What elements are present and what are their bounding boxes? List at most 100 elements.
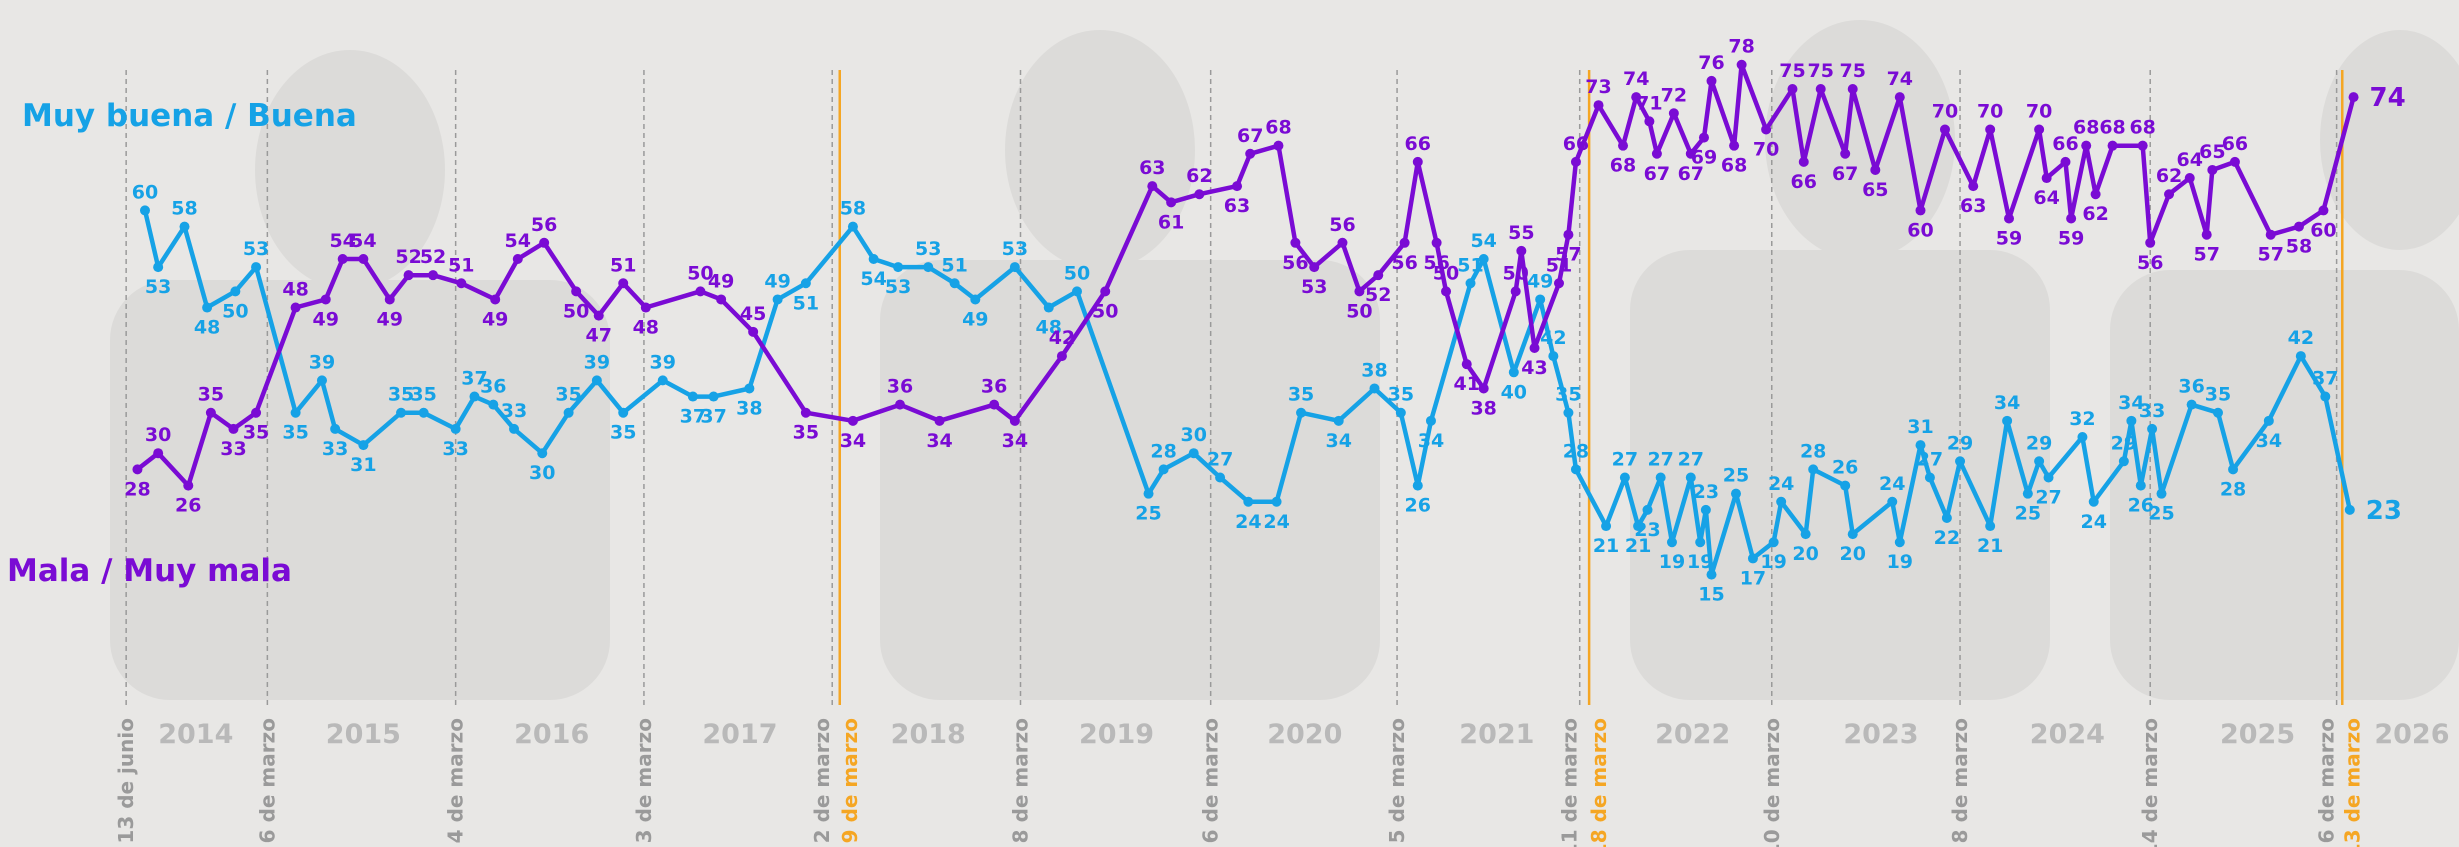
point bbox=[1369, 383, 1379, 393]
data-label: 39 bbox=[650, 351, 676, 373]
point bbox=[2077, 432, 2087, 442]
data-label: 34 bbox=[1994, 392, 2020, 414]
x-tick-label: 6 de marzo bbox=[1199, 718, 1223, 843]
point bbox=[2202, 230, 2212, 240]
point bbox=[1729, 141, 1739, 151]
point bbox=[2264, 416, 2274, 426]
point bbox=[1644, 116, 1654, 126]
data-label: 57 bbox=[2257, 244, 2283, 266]
point bbox=[2145, 238, 2155, 248]
point bbox=[2034, 456, 2044, 466]
point bbox=[1887, 497, 1897, 507]
point bbox=[594, 311, 604, 321]
point bbox=[935, 416, 945, 426]
point bbox=[695, 286, 705, 296]
x-tick-label: 8 de marzo bbox=[1009, 718, 1033, 843]
point bbox=[469, 392, 479, 402]
point bbox=[321, 294, 331, 304]
point bbox=[1337, 238, 1347, 248]
data-label: 28 bbox=[2220, 478, 2246, 500]
year-label: 2016 bbox=[514, 719, 589, 750]
point bbox=[291, 303, 301, 313]
point bbox=[1985, 521, 1995, 531]
point bbox=[1656, 472, 1666, 482]
data-label: 39 bbox=[584, 351, 610, 373]
point bbox=[206, 408, 216, 418]
point bbox=[1563, 408, 1573, 418]
point bbox=[1413, 157, 1423, 167]
data-label: 70 bbox=[1753, 138, 1779, 160]
point bbox=[1787, 84, 1797, 94]
data-label: 48 bbox=[194, 317, 220, 339]
data-label: 53 bbox=[145, 276, 171, 298]
point bbox=[748, 327, 758, 337]
data-label: 19 bbox=[1760, 551, 1786, 573]
point bbox=[180, 222, 190, 232]
data-label: 42 bbox=[1049, 327, 1075, 349]
point bbox=[428, 270, 438, 280]
data-label: 50 bbox=[1433, 262, 1459, 284]
data-label: 56 bbox=[1329, 214, 1355, 236]
point bbox=[848, 222, 858, 232]
data-label: 27 bbox=[1647, 448, 1673, 470]
point bbox=[1479, 254, 1489, 264]
data-label: 23 bbox=[1634, 519, 1660, 541]
data-label: 56 bbox=[1282, 252, 1308, 274]
data-label: 67 bbox=[1644, 163, 1670, 185]
point bbox=[1535, 294, 1545, 304]
point bbox=[2164, 189, 2174, 199]
point bbox=[1848, 529, 1858, 539]
data-label: 36 bbox=[2178, 376, 2204, 398]
x-tick-label: 3 de marzo bbox=[632, 718, 656, 843]
legend-label: Muy buena / Buena bbox=[22, 98, 357, 134]
point bbox=[1432, 238, 1442, 248]
data-label: 62 bbox=[1186, 165, 1212, 187]
data-label: 48 bbox=[282, 279, 308, 301]
data-label: 62 bbox=[2082, 203, 2108, 225]
data-label: 52 bbox=[395, 246, 421, 268]
data-label: 58 bbox=[840, 198, 866, 220]
data-label: 35 bbox=[410, 384, 436, 406]
point bbox=[1273, 141, 1283, 151]
data-label: 54 bbox=[505, 230, 531, 252]
point bbox=[895, 400, 905, 410]
x-tick-label: 9 de marzo bbox=[838, 718, 862, 843]
point bbox=[2294, 222, 2304, 232]
data-label: 34 bbox=[1002, 430, 1028, 452]
data-label: 51 bbox=[793, 292, 819, 314]
point bbox=[1441, 286, 1451, 296]
data-label: 66 bbox=[1563, 133, 1589, 155]
point bbox=[1159, 464, 1169, 474]
data-label: 67 bbox=[1237, 125, 1263, 147]
data-label: 35 bbox=[198, 384, 224, 406]
data-label: 68 bbox=[2129, 117, 2155, 139]
data-label: 71 bbox=[1636, 92, 1662, 114]
point bbox=[2213, 408, 2223, 418]
point bbox=[716, 294, 726, 304]
data-label: 45 bbox=[740, 303, 766, 325]
point bbox=[1848, 84, 1858, 94]
point bbox=[228, 424, 238, 434]
point bbox=[801, 278, 811, 288]
point bbox=[2023, 489, 2033, 499]
point bbox=[1057, 351, 1067, 361]
point bbox=[1194, 189, 1204, 199]
point bbox=[1707, 570, 1717, 580]
point bbox=[1737, 60, 1747, 70]
data-label: 38 bbox=[1470, 397, 1496, 419]
point bbox=[338, 254, 348, 264]
data-label: 40 bbox=[1501, 381, 1527, 403]
point bbox=[1511, 286, 1521, 296]
data-label: 56 bbox=[1391, 252, 1417, 274]
data-label: 50 bbox=[1064, 262, 1090, 284]
data-label: 35 bbox=[282, 422, 308, 444]
point bbox=[2060, 157, 2070, 167]
x-tick-label: 18 de marzo bbox=[1587, 718, 1611, 847]
point bbox=[2042, 173, 2052, 183]
data-label: 66 bbox=[1791, 171, 1817, 193]
data-label: 35 bbox=[555, 384, 581, 406]
data-label: 29 bbox=[2026, 432, 2052, 454]
point bbox=[451, 424, 461, 434]
point bbox=[1516, 246, 1526, 256]
end-label: 74 bbox=[2370, 83, 2406, 113]
